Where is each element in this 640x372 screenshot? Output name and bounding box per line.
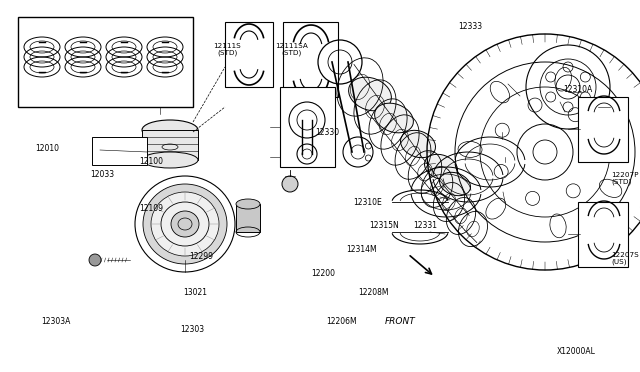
Ellipse shape bbox=[142, 152, 198, 168]
Text: 12109: 12109 bbox=[140, 204, 163, 213]
Bar bbox=[102, 147, 138, 157]
Text: 12033: 12033 bbox=[90, 170, 115, 179]
Text: 12303: 12303 bbox=[180, 325, 204, 334]
Ellipse shape bbox=[134, 147, 142, 157]
Ellipse shape bbox=[401, 130, 435, 158]
Text: 12310A: 12310A bbox=[563, 85, 593, 94]
Bar bbox=[225, 22, 273, 87]
Bar bbox=[92, 137, 147, 165]
Ellipse shape bbox=[374, 103, 413, 133]
Text: 12314M: 12314M bbox=[346, 245, 377, 254]
Ellipse shape bbox=[151, 192, 219, 256]
Text: 12299: 12299 bbox=[189, 252, 212, 261]
Bar bbox=[18, 17, 193, 107]
Bar bbox=[236, 204, 260, 232]
Ellipse shape bbox=[282, 176, 298, 192]
Bar bbox=[142, 130, 198, 160]
Text: 12200: 12200 bbox=[311, 269, 335, 278]
Text: 12333: 12333 bbox=[458, 22, 483, 31]
Text: 12310E: 12310E bbox=[354, 198, 382, 207]
Ellipse shape bbox=[424, 154, 458, 180]
Ellipse shape bbox=[349, 77, 392, 111]
Text: 12315N: 12315N bbox=[369, 221, 399, 230]
Text: 12111SA
(STD): 12111SA (STD) bbox=[275, 43, 308, 56]
Text: 12303A: 12303A bbox=[42, 317, 71, 326]
Ellipse shape bbox=[142, 120, 198, 140]
Text: 12208M: 12208M bbox=[358, 288, 389, 296]
Text: 12100: 12100 bbox=[140, 157, 163, 166]
Ellipse shape bbox=[98, 147, 106, 157]
Bar bbox=[578, 97, 628, 162]
Bar bbox=[280, 87, 335, 167]
Text: FRONT: FRONT bbox=[385, 317, 415, 326]
Text: 12207S
(US): 12207S (US) bbox=[611, 252, 639, 265]
Ellipse shape bbox=[236, 199, 260, 209]
Text: X12000AL: X12000AL bbox=[557, 347, 595, 356]
Ellipse shape bbox=[89, 254, 101, 266]
Text: 12331: 12331 bbox=[413, 221, 438, 230]
Bar bbox=[578, 202, 628, 267]
Text: 13021: 13021 bbox=[183, 288, 207, 296]
Ellipse shape bbox=[440, 172, 470, 196]
Text: 12207P
(STD): 12207P (STD) bbox=[611, 172, 639, 185]
Text: 12010: 12010 bbox=[35, 144, 60, 153]
Text: 12111S
(STD): 12111S (STD) bbox=[213, 43, 241, 56]
Ellipse shape bbox=[143, 184, 227, 264]
Bar bbox=[283, 22, 338, 97]
Ellipse shape bbox=[595, 102, 605, 112]
Text: 12330: 12330 bbox=[315, 128, 339, 137]
Ellipse shape bbox=[171, 211, 199, 237]
Text: 12206M: 12206M bbox=[326, 317, 357, 326]
